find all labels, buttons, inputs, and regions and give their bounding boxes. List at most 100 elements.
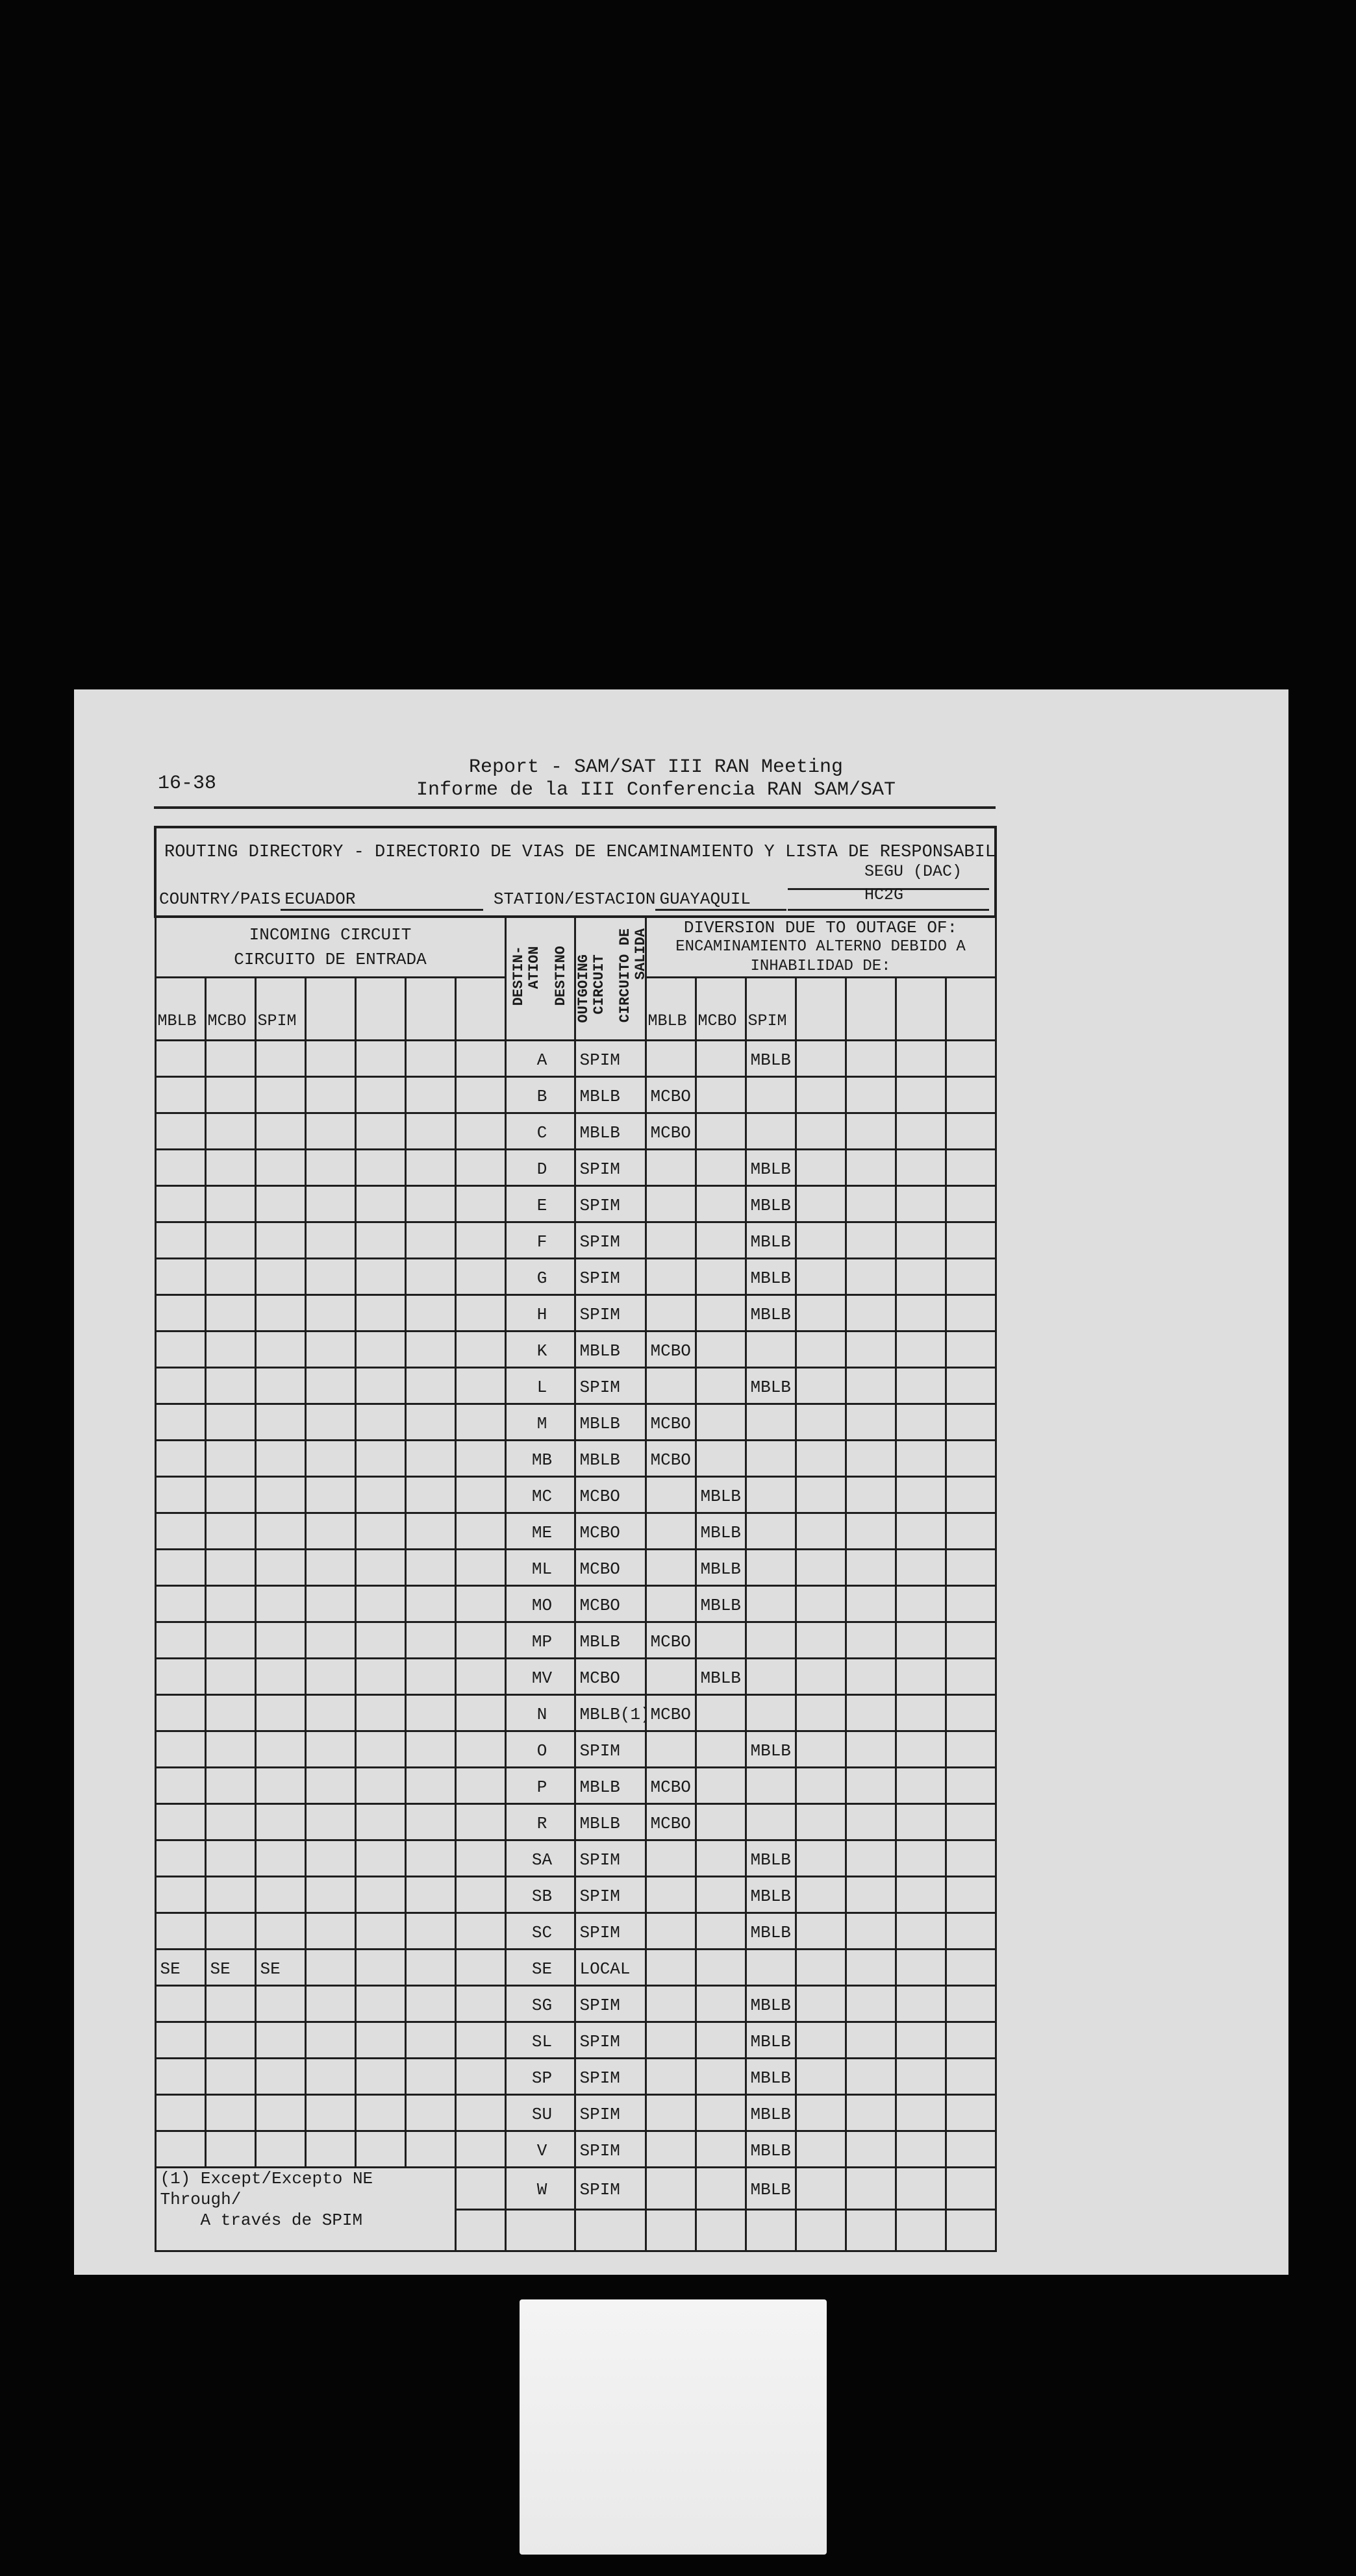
diversion-cell	[644, 1367, 697, 1405]
diversion-cell: MBLB	[744, 2166, 797, 2211]
incoming-cell	[354, 1257, 407, 1296]
outgoing-cell: SPIM	[573, 1257, 647, 1296]
incoming-cell	[354, 1766, 407, 1805]
outgoing-cell: SPIM	[573, 1985, 647, 2023]
diversion-cell	[844, 1330, 897, 1368]
table-row: D SPIM MBLB	[154, 1148, 997, 1187]
outgoing-cell: SPIM	[573, 1039, 647, 1078]
incoming-cell	[404, 1185, 457, 1223]
country-value: ECUADOR	[281, 889, 484, 911]
diversion-cell: MBLB	[694, 1548, 747, 1587]
outgoing-cell: MCBO	[573, 1657, 647, 1696]
incoming-cell	[304, 1585, 357, 1623]
outgoing-cell: LOCAL	[573, 1948, 647, 1987]
diversion-cell	[844, 1621, 897, 1659]
diversion-cell	[944, 2166, 997, 2211]
diversion-cell	[644, 1657, 697, 1696]
diversion-cell	[694, 1403, 747, 1441]
incoming-cell	[254, 1439, 307, 1478]
incoming-cell	[254, 1657, 307, 1696]
diversion-cell	[794, 1839, 847, 1877]
incoming-cell	[404, 1766, 457, 1805]
empty-cell	[694, 2208, 747, 2252]
diversion-cell	[794, 2166, 847, 2211]
incoming-cell	[304, 1112, 357, 1150]
diversion-cell	[844, 1076, 897, 1114]
incoming-cell	[454, 1476, 507, 1514]
outgoing-header: OUTGOING CIRCUIT CIRCUITO DE SALIDA	[573, 915, 647, 1041]
incoming-cell	[204, 1985, 257, 2023]
diversion-cell	[744, 1585, 797, 1623]
incoming-cell	[154, 1985, 207, 2023]
incoming-cell	[254, 1512, 307, 1550]
diversion-cell	[944, 1876, 997, 1914]
incoming-cell	[304, 1221, 357, 1259]
incoming-cell	[204, 1076, 257, 1114]
incoming-cell	[254, 1694, 307, 1732]
diversion-cell	[644, 1585, 697, 1623]
incoming-cell: SE	[204, 1948, 257, 1987]
diversion-cell	[794, 2057, 847, 2096]
incoming-cell	[354, 1985, 407, 2023]
incoming-subheader: SPIM	[254, 976, 307, 1041]
outgoing-cell: SPIM	[573, 2166, 647, 2211]
incoming-cell	[404, 2021, 457, 2059]
incoming-cell	[404, 1439, 457, 1478]
diversion-cell	[694, 1439, 747, 1478]
diversion-cell	[844, 1694, 897, 1732]
table-row: SB SPIM MBLB	[154, 1876, 997, 1914]
incoming-cell	[304, 1439, 357, 1478]
diversion-cell	[844, 2166, 897, 2211]
incoming-cell	[404, 1657, 457, 1696]
incoming-cell	[304, 1257, 357, 1296]
incoming-cell	[454, 2094, 507, 2132]
diversion-cell	[844, 1257, 897, 1296]
outgoing-cell: MBLB	[573, 1403, 647, 1441]
incoming-cell	[454, 1512, 507, 1550]
incoming-cell	[154, 1257, 207, 1296]
diversion-cell	[894, 1803, 947, 1841]
diversion-cell	[894, 1476, 947, 1514]
incoming-cell	[204, 1657, 257, 1696]
diversion-cell	[644, 1257, 697, 1296]
incoming-cell	[254, 1548, 307, 1587]
diversion-cell	[794, 1694, 847, 1732]
diversion-cell: MCBO	[644, 1112, 697, 1150]
incoming-cell	[204, 2130, 257, 2168]
diversion-cell	[894, 2021, 947, 2059]
station-value: GUAYAQUIL	[655, 889, 787, 911]
report-title-es: Informe de la III Conferencia RAN SAM/SA…	[416, 779, 896, 801]
diversion-cell	[794, 1403, 847, 1441]
incoming-cell	[354, 1657, 407, 1696]
diversion-cell	[894, 1912, 947, 1950]
diversion-cell	[644, 1476, 697, 1514]
incoming-cell	[454, 2057, 507, 2096]
incoming-cell	[204, 1403, 257, 1441]
diversion-cell	[794, 2094, 847, 2132]
incoming-cell	[404, 1876, 457, 1914]
incoming-cell	[354, 1039, 407, 1078]
diversion-cell	[894, 1585, 947, 1623]
diversion-cell	[894, 2057, 947, 2096]
incoming-cell	[304, 1148, 357, 1187]
diversion-cell	[744, 1112, 797, 1150]
incoming-cell	[454, 1803, 507, 1841]
diversion-cell	[794, 1657, 847, 1696]
outgoing-cell: MBLB	[573, 1439, 647, 1478]
diversion-cell	[794, 1512, 847, 1550]
incoming-cell	[254, 1039, 307, 1078]
incoming-cell	[454, 1039, 507, 1078]
incoming-cell	[304, 1039, 357, 1078]
destination-cell: SE	[504, 1948, 576, 1987]
incoming-cell	[354, 1294, 407, 1332]
diversion-cell	[844, 1839, 897, 1877]
diversion-cell	[844, 1803, 897, 1841]
incoming-cell	[254, 1876, 307, 1914]
diversion-cell	[944, 1839, 997, 1877]
empty-cell	[794, 2208, 847, 2252]
incoming-cell	[254, 1766, 307, 1805]
destination-cell: MB	[504, 1439, 576, 1478]
incoming-subheader: MBLB	[154, 976, 207, 1041]
routing-directory-table: ROUTING DIRECTORY - DIRECTORIO DE VIAS D…	[154, 826, 997, 2252]
outgoing-cell: MCBO	[573, 1585, 647, 1623]
